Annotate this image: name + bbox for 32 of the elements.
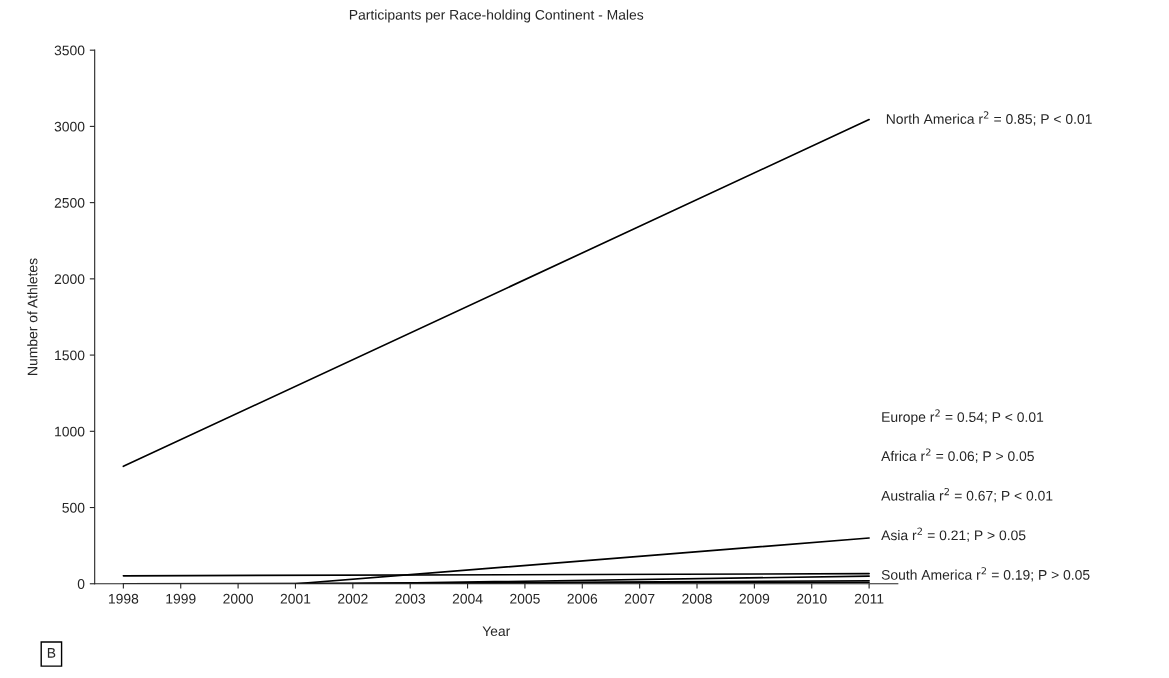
y-tick-label: 500: [62, 502, 85, 513]
x-tick-label: 2004: [452, 593, 483, 604]
text: Europe r$^{2}$ = 0.54; P < 0.01: [882, 409, 1044, 425]
y-tick-label: 3500: [54, 45, 85, 56]
y-tick-label: 2000: [54, 274, 85, 285]
series-label: South America r$^{2}$ = 0.19; P > 0.05: [881, 567, 1090, 582]
x-tick-label: 2011: [854, 593, 884, 604]
x-tick-label: 2005: [510, 593, 540, 604]
x-tick-label: 2009: [739, 593, 770, 604]
x-tick-label: 1998: [108, 593, 139, 604]
x-tick-label: 2008: [682, 593, 712, 604]
y-axis-title: Number of Athletes: [27, 258, 38, 375]
text: Australia r$^{2}$ = 0.67; P < 0.01: [881, 487, 1053, 503]
y-tick-label: 3000: [54, 121, 85, 132]
x-axis-title: Year: [482, 626, 511, 637]
x-tick-label: 2006: [567, 593, 598, 604]
x-tick-label: 1999: [166, 593, 196, 604]
x-tick-label: 2007: [624, 593, 655, 604]
text: Asia r$^{2}$ = 0.21; P > 0.05: [881, 527, 1026, 542]
text: B: [47, 648, 56, 658]
y-tick-label: 1500: [55, 350, 85, 361]
x-tick-label: 2010: [797, 593, 827, 604]
x-tick-label: 2003: [395, 593, 426, 604]
text: Africa r$^{2}$ = 0.06; P > 0.05: [881, 448, 1034, 463]
y-tick-label: 2500: [54, 197, 85, 208]
x-tick-label: 2002: [338, 593, 368, 604]
series-label: North America r$^{2}$ = 0.85; P < 0.01: [886, 111, 1092, 126]
x-tick-label: 2000: [223, 593, 254, 604]
y-tick-label: 0: [77, 579, 85, 589]
x-tick-label: 2001: [280, 593, 311, 604]
y-tick-label: 1000: [55, 426, 85, 437]
chart-title: Participants per Race-holding Continent - Males: [349, 9, 644, 23]
